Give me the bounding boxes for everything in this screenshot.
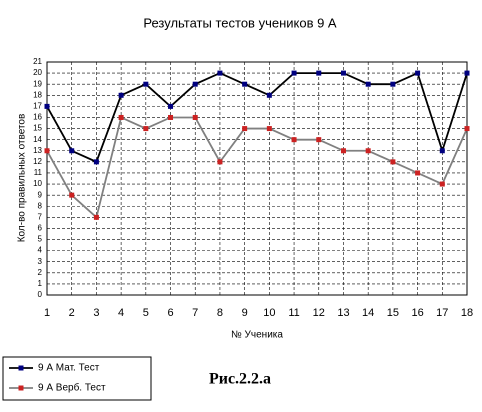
y-tick-label: 7 <box>38 212 43 221</box>
x-tick-label: 17 <box>436 307 448 319</box>
series-line <box>46 116 468 220</box>
data-point <box>266 92 272 98</box>
y-tick-label: 4 <box>38 246 43 255</box>
data-point <box>242 126 248 132</box>
data-point <box>439 181 445 187</box>
y-tick-label: 5 <box>38 235 43 244</box>
x-tick-label: 1 <box>44 307 50 319</box>
y-tick-label: 1 <box>38 279 43 288</box>
data-point <box>69 148 75 154</box>
y-tick-label: 11 <box>34 168 43 177</box>
x-tick-label: 3 <box>93 307 99 319</box>
x-tick-label: 5 <box>143 307 149 319</box>
y-tick-label: 17 <box>33 101 42 110</box>
x-tick-label: 11 <box>288 307 299 319</box>
plot-frame <box>46 61 468 296</box>
data-point <box>217 70 223 76</box>
y-tick-label: 21 <box>33 57 42 66</box>
x-tick-label: 8 <box>217 307 223 319</box>
legend-label: 9 А Верб. Тест <box>38 382 106 394</box>
x-tick-label: 4 <box>118 307 124 319</box>
x-tick-label: 18 <box>461 307 473 319</box>
data-point <box>291 137 297 143</box>
y-axis-label: Кол-во правильных ответов <box>17 114 28 243</box>
y-tick-label: 16 <box>33 113 42 122</box>
data-point <box>143 81 149 87</box>
y-tick-label: 10 <box>33 179 42 188</box>
data-point <box>93 159 99 165</box>
x-tick-label: 10 <box>263 307 275 319</box>
data-point <box>242 81 248 87</box>
data-point <box>44 103 50 109</box>
data-point <box>316 70 322 76</box>
data-point <box>439 148 445 154</box>
data-point <box>192 114 198 120</box>
data-point <box>415 70 421 76</box>
x-tick-label: 7 <box>192 307 198 319</box>
x-tick-label: 13 <box>337 307 349 319</box>
data-point <box>168 114 174 120</box>
data-point <box>192 81 198 87</box>
data-point <box>118 92 124 98</box>
data-point <box>365 148 371 154</box>
data-point <box>464 70 470 76</box>
data-point <box>93 214 99 220</box>
x-tick-label: 14 <box>362 307 374 319</box>
data-point <box>464 126 470 132</box>
y-tick-label: 20 <box>33 68 42 77</box>
y-tick-label: 14 <box>33 135 42 144</box>
x-tick-label: 16 <box>411 307 423 319</box>
x-tick-label: 12 <box>313 307 325 319</box>
legend-label: 9 А Мат. Тест <box>38 363 100 374</box>
y-tick-label: 0 <box>38 290 43 299</box>
y-tick-label: 6 <box>38 224 43 233</box>
x-tick-label: 2 <box>69 307 75 319</box>
data-point <box>143 126 149 132</box>
x-tick-label: 9 <box>242 307 248 319</box>
legend-box <box>2 356 152 401</box>
series-line <box>46 71 468 164</box>
x-axis-label: № Ученика <box>231 330 283 341</box>
legend-marker <box>18 385 24 391</box>
y-tick-label: 9 <box>38 190 43 199</box>
data-point <box>44 148 50 154</box>
data-point <box>390 159 396 165</box>
x-tick-label: 6 <box>167 307 173 319</box>
y-tick-label: 8 <box>38 201 43 210</box>
data-point <box>316 137 322 143</box>
chart-title: Результаты тестов учеников 9 А <box>143 15 337 30</box>
data-point <box>340 148 346 154</box>
y-tick-label: 18 <box>33 90 42 99</box>
data-point <box>340 70 346 76</box>
data-point <box>291 70 297 76</box>
data-point <box>415 170 421 176</box>
data-point <box>118 114 124 120</box>
y-tick-label: 12 <box>33 157 42 166</box>
data-point <box>69 192 75 198</box>
y-tick-label: 13 <box>33 146 42 155</box>
data-point <box>168 103 174 109</box>
y-tick-label: 19 <box>33 79 42 88</box>
legend-marker <box>18 365 24 371</box>
y-tick-label: 15 <box>33 124 42 133</box>
caption: Рис.2.2.а <box>209 371 271 388</box>
x-tick-label: 15 <box>387 307 399 319</box>
data-point <box>365 81 371 87</box>
data-point <box>217 159 223 165</box>
data-point <box>390 81 396 87</box>
data-point <box>266 126 272 132</box>
y-tick-label: 3 <box>38 257 43 266</box>
y-tick-label: 2 <box>38 268 43 277</box>
